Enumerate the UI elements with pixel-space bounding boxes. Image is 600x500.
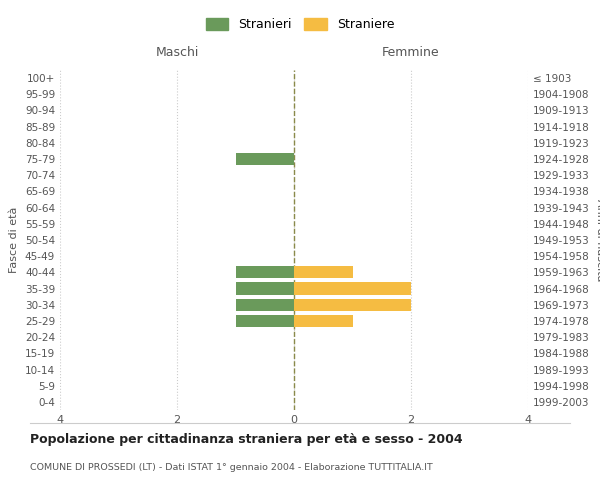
Legend: Stranieri, Straniere: Stranieri, Straniere (202, 14, 398, 35)
Bar (294, 298, 411, 311)
Bar (235, 153, 294, 165)
Bar (235, 266, 294, 278)
Bar (294, 282, 411, 294)
Bar (294, 315, 353, 327)
Text: COMUNE DI PROSSEDI (LT) - Dati ISTAT 1° gennaio 2004 - Elaborazione TUTTITALIA.I: COMUNE DI PROSSEDI (LT) - Dati ISTAT 1° … (30, 462, 433, 471)
Bar (235, 298, 294, 311)
Bar (235, 282, 294, 294)
Bar (235, 315, 294, 327)
Bar (294, 266, 353, 278)
Text: Femmine: Femmine (382, 46, 440, 59)
Text: Popolazione per cittadinanza straniera per età e sesso - 2004: Popolazione per cittadinanza straniera p… (30, 432, 463, 446)
Y-axis label: Anni di nascita: Anni di nascita (595, 198, 600, 281)
Text: Maschi: Maschi (155, 46, 199, 59)
Y-axis label: Fasce di età: Fasce di età (10, 207, 19, 273)
